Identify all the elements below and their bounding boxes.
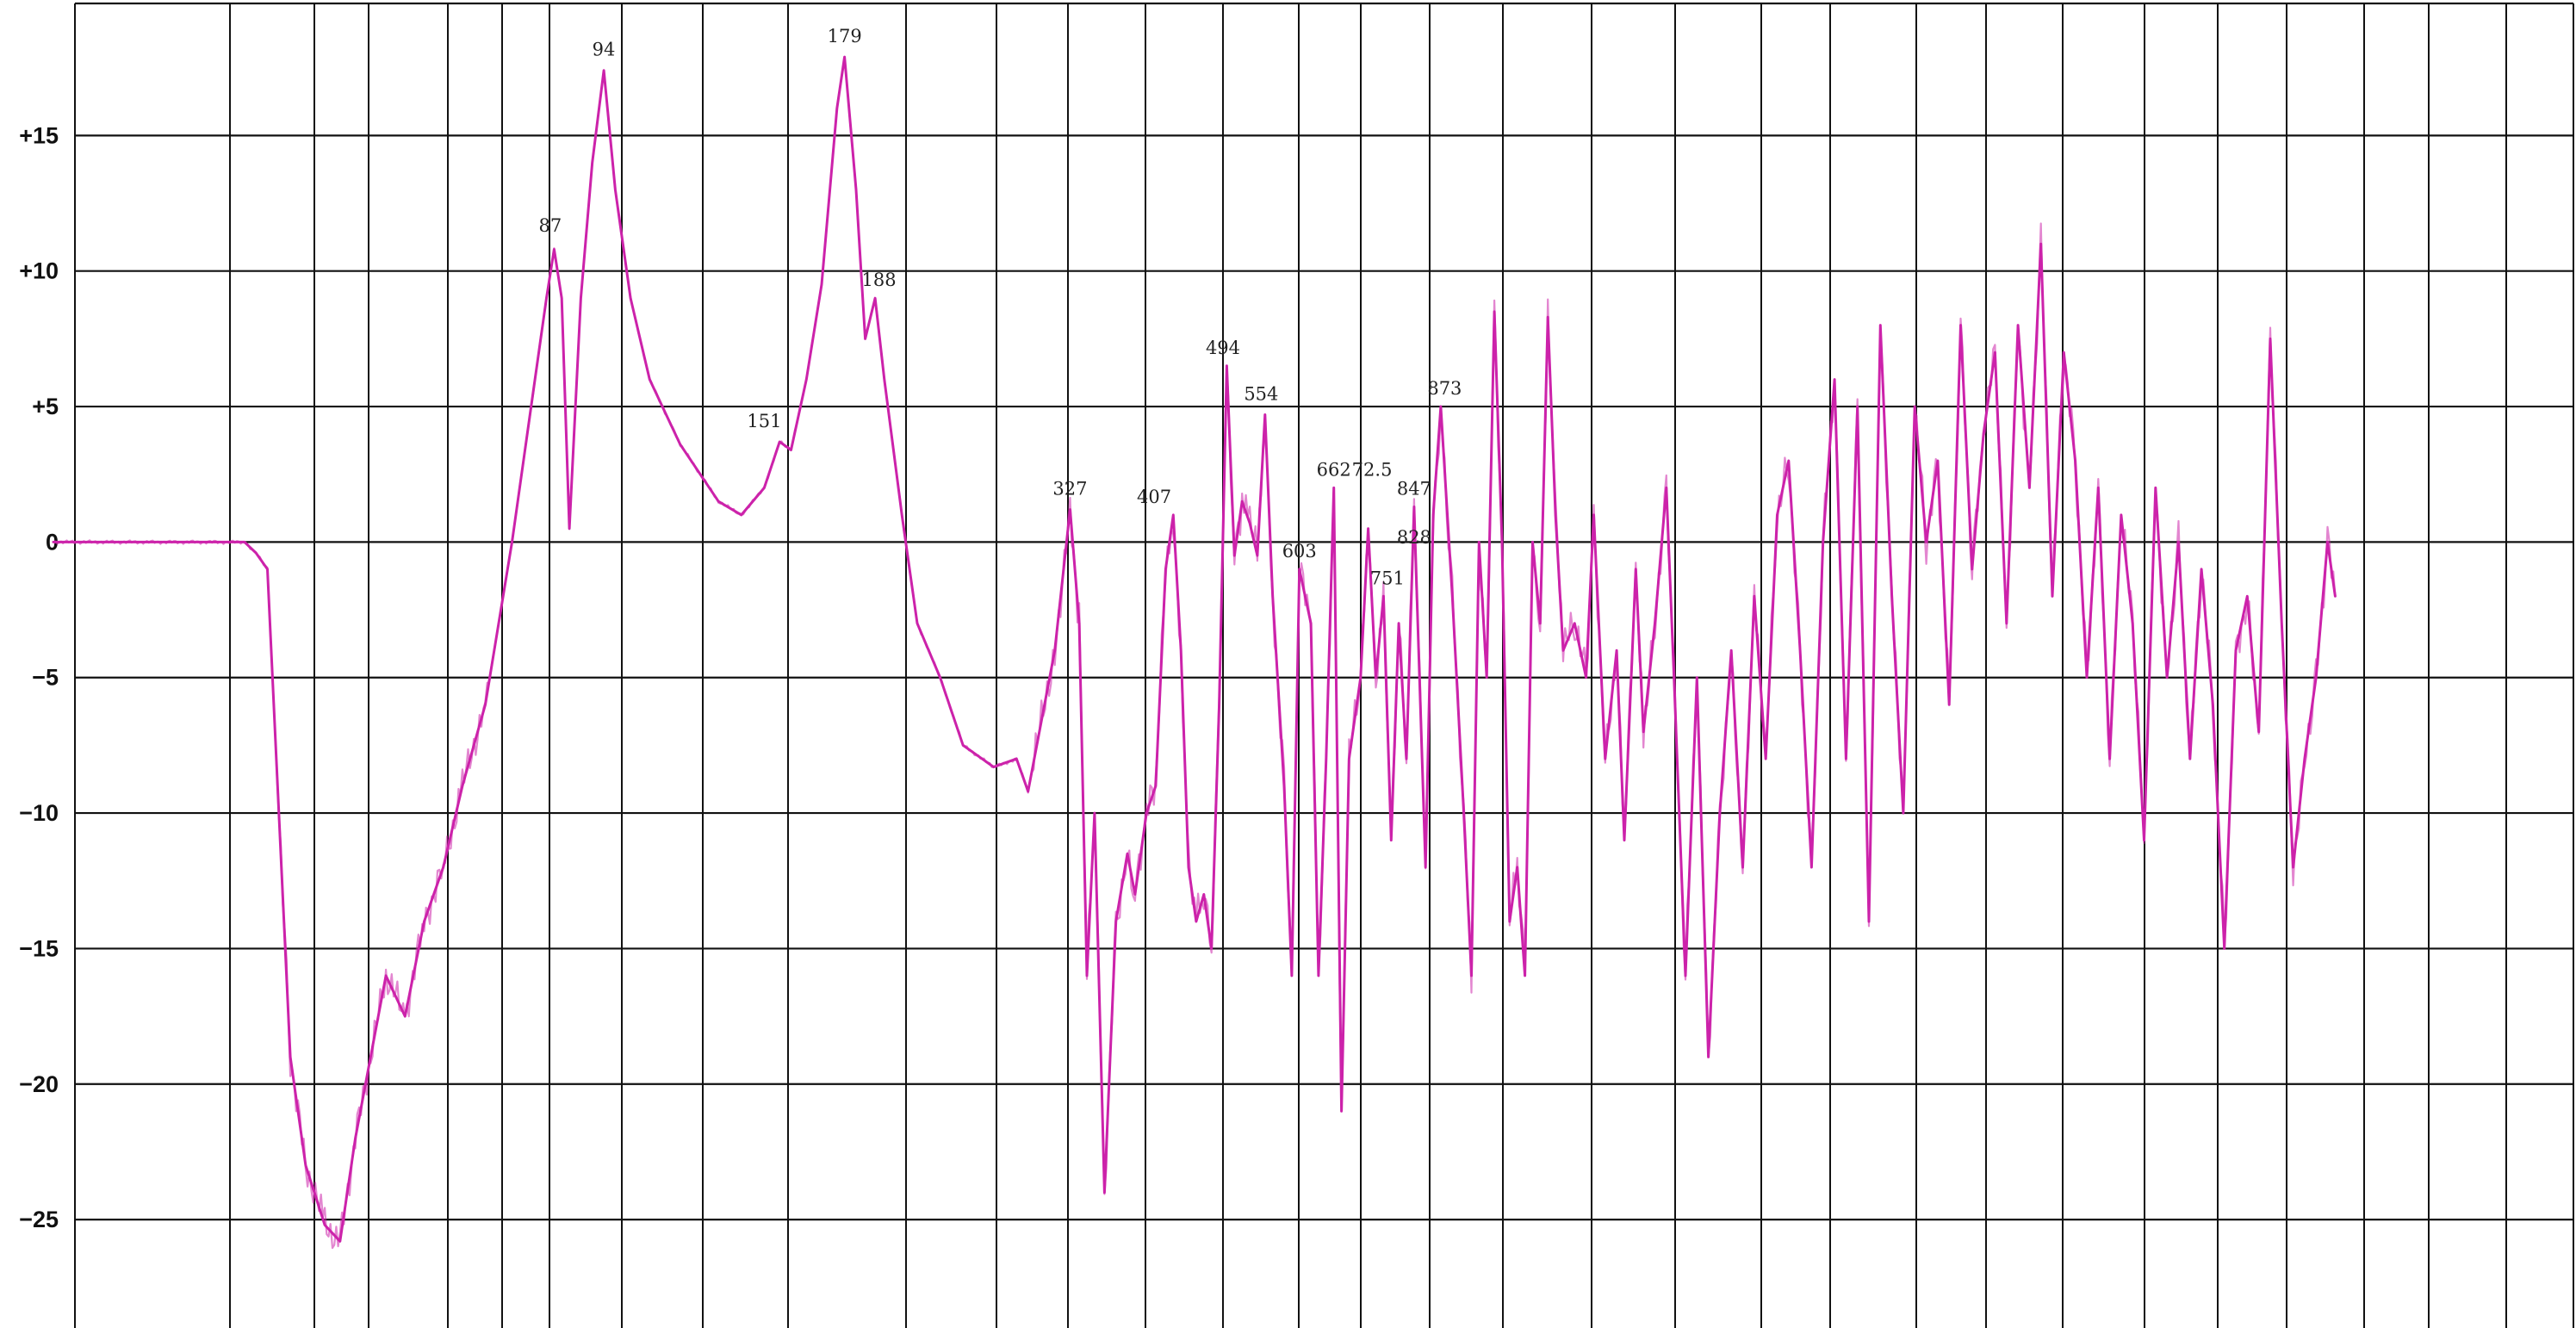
peak-label: 87 [539, 215, 562, 236]
y-tick-label: −25 [19, 1207, 59, 1232]
peak-label: 751 [1370, 568, 1405, 588]
y-tick-label: +5 [32, 394, 59, 419]
peak-label: 828 [1397, 527, 1431, 548]
y-tick-label: +15 [19, 122, 59, 148]
peak-label: 407 [1137, 487, 1171, 507]
y-tick-label: −15 [19, 935, 59, 961]
peak-label: 94 [593, 40, 616, 60]
y-tick-label: −5 [32, 665, 59, 691]
y-tick-label: −20 [19, 1071, 59, 1097]
peak-label: 188 [862, 270, 897, 290]
peak-label: 662 [1317, 459, 1351, 480]
peak-label: 847 [1397, 478, 1431, 499]
peak-label: 554 [1244, 383, 1278, 404]
y-tick-label: −10 [19, 800, 59, 826]
peak-label: 873 [1427, 378, 1462, 399]
peak-label: 179 [828, 26, 862, 47]
peak-label: 72.5 [1352, 459, 1393, 480]
peak-label: 151 [747, 411, 781, 431]
peak-label: 603 [1282, 541, 1317, 562]
y-tick-label: +10 [19, 258, 59, 284]
peak-label: 327 [1052, 478, 1087, 499]
peak-label: 494 [1206, 338, 1240, 358]
